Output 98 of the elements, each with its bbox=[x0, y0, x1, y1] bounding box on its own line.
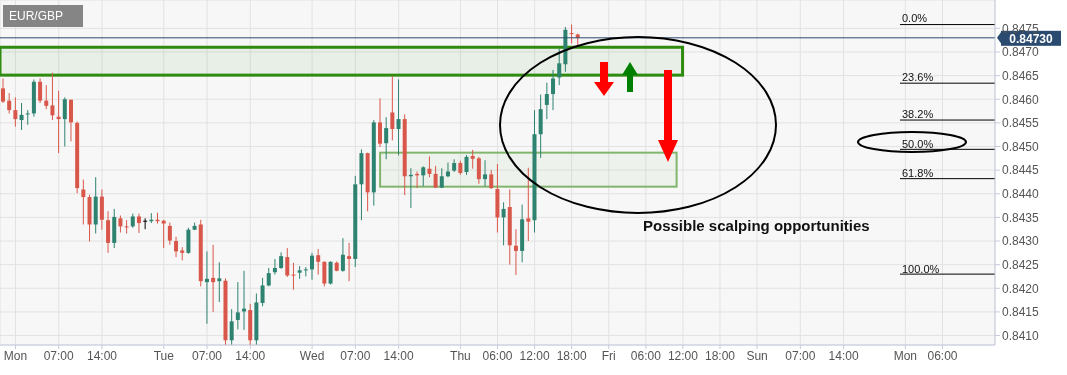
candlestick bbox=[272, 258, 277, 276]
ref-line-label: 0.84730 bbox=[1009, 31, 1054, 46]
candlestick bbox=[136, 213, 141, 234]
candlestick bbox=[68, 99, 73, 142]
candlestick bbox=[291, 262, 296, 291]
annotation: Possible scalping opportunities bbox=[643, 217, 870, 234]
x-tick-label: 14:00 bbox=[383, 348, 414, 363]
y-tick-label: 0.8435 bbox=[1002, 210, 1040, 225]
candlestick bbox=[25, 109, 30, 126]
x-tick-label: Fri bbox=[601, 348, 616, 363]
y-tick-label: 0.8450 bbox=[1002, 139, 1040, 154]
x-tick-label: 18:00 bbox=[704, 348, 736, 363]
candlestick bbox=[427, 155, 432, 178]
y-tick-label: 0.8445 bbox=[1002, 163, 1040, 178]
y-tick-label: 0.8415 bbox=[1002, 305, 1040, 320]
candlestick bbox=[526, 167, 531, 242]
x-tick-label: 07:00 bbox=[192, 348, 223, 363]
candlestick bbox=[229, 308, 234, 345]
candlestick bbox=[569, 24, 574, 44]
x-tick-label: 06:00 bbox=[927, 348, 958, 363]
candlestick bbox=[19, 102, 24, 131]
candlestick bbox=[50, 72, 55, 121]
candlestick bbox=[347, 242, 352, 282]
x-tick-label: 18:00 bbox=[556, 348, 587, 363]
candlestick bbox=[161, 219, 166, 249]
x-tick-label: 07:00 bbox=[785, 348, 816, 363]
candlestick bbox=[489, 169, 494, 190]
candlestick bbox=[384, 116, 389, 160]
x-tick-label: 06:00 bbox=[482, 348, 513, 363]
x-tick-label: 12:00 bbox=[519, 348, 550, 363]
x-tick-label: Sun bbox=[746, 348, 768, 363]
x-tick-label: 14:00 bbox=[235, 348, 266, 363]
annotation: 50.0% bbox=[902, 138, 934, 150]
annotation: 61.8% bbox=[902, 167, 934, 179]
candlestick bbox=[217, 261, 222, 303]
candlestick bbox=[470, 149, 475, 170]
candlestick bbox=[13, 96, 18, 128]
candlestick bbox=[501, 201, 506, 246]
annotation: 0.0% bbox=[902, 12, 928, 24]
y-tick-label: 0.8420 bbox=[1002, 281, 1040, 296]
candlestick bbox=[476, 156, 481, 185]
x-tick-label: 06:00 bbox=[630, 348, 662, 363]
x-tick-label: 14:00 bbox=[828, 348, 859, 363]
y-tick-label: 0.8455 bbox=[1002, 116, 1040, 131]
candlestick bbox=[235, 281, 240, 330]
candlestick bbox=[266, 267, 271, 287]
y-tick-label: 0.8410 bbox=[1002, 328, 1040, 343]
candlestick bbox=[483, 159, 488, 187]
y-tick-label: 0.8440 bbox=[1002, 187, 1040, 202]
x-tick-label: Wed bbox=[299, 348, 325, 363]
x-tick-label: Thu bbox=[450, 348, 471, 363]
annotation: 38.2% bbox=[902, 108, 934, 120]
x-tick-label: 07:00 bbox=[340, 348, 371, 363]
x-tick-label: 07:00 bbox=[43, 348, 75, 363]
candlestick bbox=[328, 260, 333, 286]
annotation: 23.6% bbox=[902, 71, 934, 83]
y-tick-label: 0.8425 bbox=[1002, 257, 1040, 272]
annotation: 100.0% bbox=[902, 263, 940, 275]
candlestick bbox=[377, 97, 382, 148]
candlestick bbox=[186, 227, 191, 255]
candlestick bbox=[124, 219, 129, 234]
candlestick bbox=[106, 210, 111, 254]
candlestick bbox=[316, 248, 321, 276]
candlestick bbox=[557, 48, 562, 86]
candlestick bbox=[513, 228, 518, 276]
text: EUR/GBP bbox=[3, 5, 83, 27]
candlestick bbox=[167, 222, 172, 246]
candlestick bbox=[211, 244, 216, 313]
candlestick bbox=[421, 165, 426, 187]
candlestick bbox=[7, 92, 12, 114]
x-tick-label: 12:00 bbox=[667, 348, 699, 363]
candlestick bbox=[81, 179, 86, 225]
candlestick bbox=[322, 260, 327, 287]
candlestick bbox=[285, 247, 290, 278]
candlestick bbox=[340, 237, 345, 273]
candlestick bbox=[62, 96, 67, 148]
candlestick bbox=[38, 77, 43, 104]
x-tick-label: Mon bbox=[893, 348, 918, 363]
x-tick-label: Tue bbox=[153, 348, 175, 363]
candlestick bbox=[310, 252, 315, 281]
candlestick bbox=[174, 236, 179, 258]
candlestick bbox=[44, 84, 49, 110]
candlestick bbox=[464, 154, 469, 176]
y-tick-label: 0.8460 bbox=[1002, 92, 1040, 107]
candlestick bbox=[1, 77, 5, 104]
candlestick bbox=[99, 189, 104, 231]
candlestick bbox=[260, 277, 265, 307]
candlestick bbox=[551, 69, 556, 111]
y-tick-label: 0.8430 bbox=[1002, 234, 1040, 249]
y-tick-label: 0.8465 bbox=[1002, 68, 1040, 83]
candlestick bbox=[204, 250, 209, 325]
candlestick bbox=[390, 75, 395, 141]
x-tick-label: 14:00 bbox=[86, 348, 118, 363]
candlestick bbox=[143, 217, 148, 230]
y-tick-label: 0.8470 bbox=[1002, 45, 1040, 60]
candlestick bbox=[544, 82, 549, 120]
x-tick-label: Mon bbox=[3, 348, 28, 363]
candlestick bbox=[396, 78, 401, 156]
